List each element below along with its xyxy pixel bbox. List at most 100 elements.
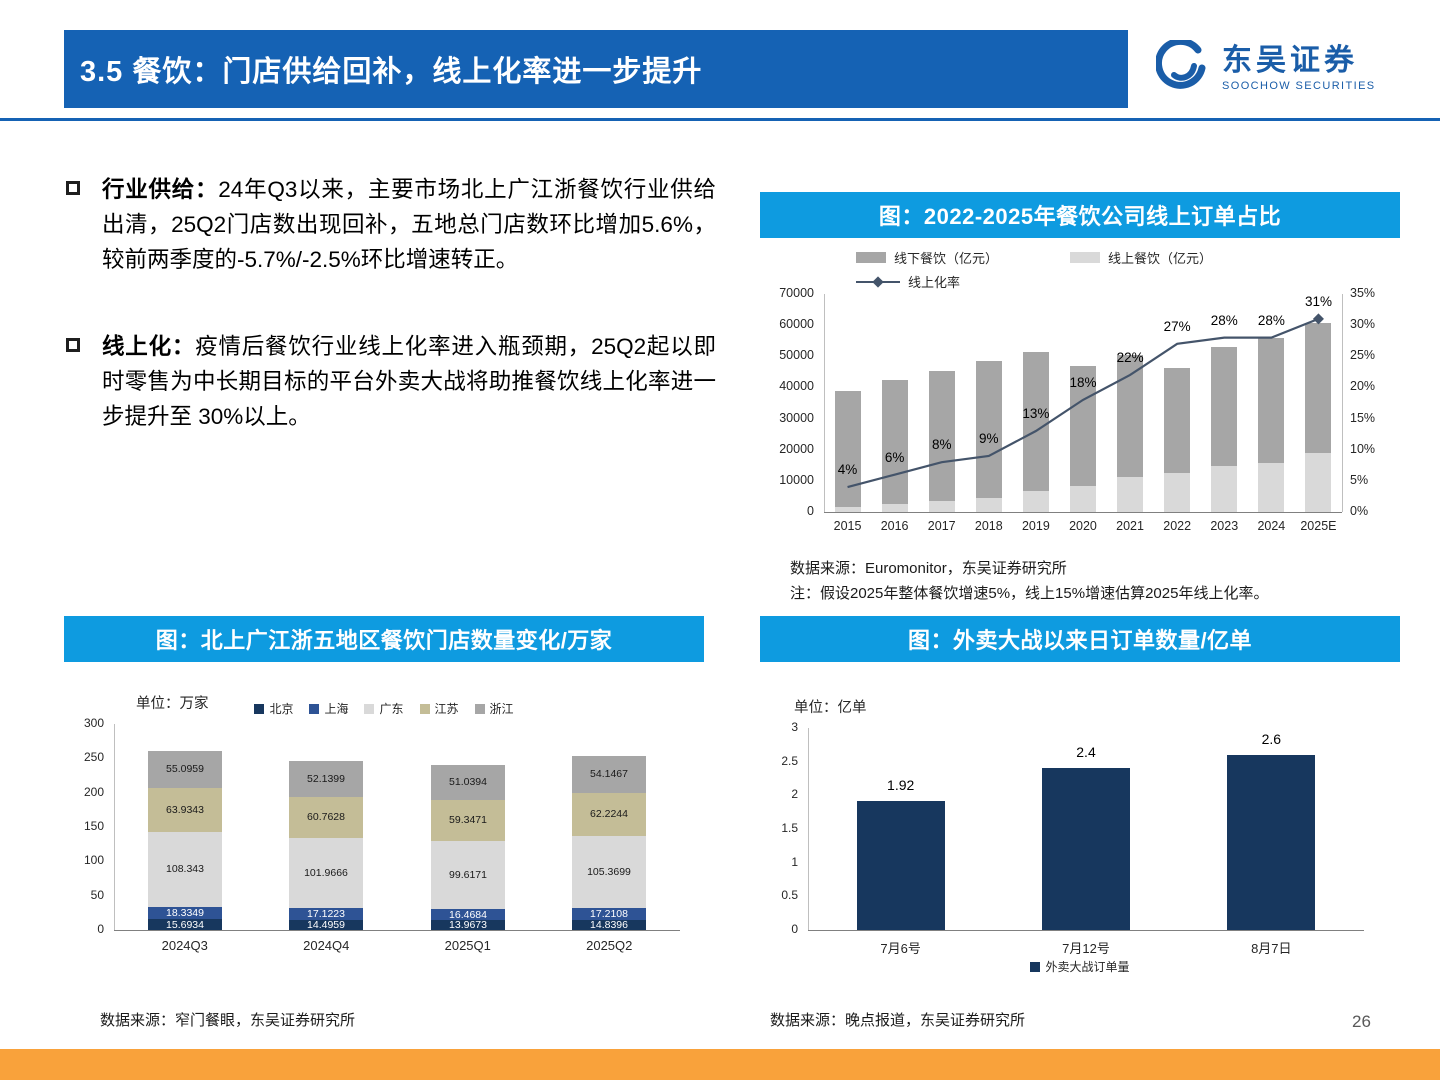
- y-axis-tick-label: 1.5: [781, 821, 798, 835]
- bar-value-label: 13.9673: [449, 919, 487, 932]
- bar-segment-offline: [976, 361, 1002, 499]
- chart-store-count-source: 数据来源：窄门餐眼，东吴证券研究所: [100, 1012, 356, 1029]
- bullet-label: 线上化：: [102, 334, 196, 359]
- legend-item: 北京: [254, 700, 293, 717]
- y2-axis-tick-label: 10%: [1350, 441, 1376, 456]
- bullet-body: 24年Q3以来，主要市场北上广江浙餐饮行业供给出清，25Q2门店数出现回补，五地…: [102, 177, 716, 272]
- x-axis-line: [824, 512, 1342, 513]
- legend-item: 上海: [309, 700, 348, 717]
- bar-segment-online: [1117, 477, 1143, 512]
- y-axis-tick-label: 150: [83, 819, 104, 833]
- bar-segment-online: [882, 504, 908, 512]
- x-axis-tick-label: 2021: [1116, 519, 1144, 533]
- legend-item: 浙江: [474, 700, 514, 717]
- bullet-list: 行业供给：24年Q3以来，主要市场北上广江浙餐饮行业供给出清，25Q2门店数出现…: [66, 172, 716, 486]
- y2-axis-tick-label: 30%: [1350, 317, 1376, 332]
- y2-axis-tick-label: 35%: [1350, 286, 1376, 300]
- bullet-text-online: 线上化：疫情后餐饮行业线上化率进入瓶颈期，25Q2起以即时零售为中长期目标的平台…: [102, 329, 716, 434]
- bar-segment-online: [1258, 463, 1284, 512]
- x-axis-tick-label: 2024: [1257, 519, 1286, 533]
- legend-swatch-icon: [364, 703, 375, 714]
- legend-row: 线下餐饮（亿元） 线上餐饮（亿元）: [856, 248, 1316, 267]
- chart-store-count-legend: 北京 上海 广东 江苏 浙江: [64, 700, 704, 717]
- brand-logo-icon: [1156, 40, 1206, 89]
- bar-value-label: 1.92: [887, 776, 915, 793]
- y2-axis-tick-label: 0%: [1350, 504, 1369, 518]
- x-axis-tick-label: 2015: [833, 519, 862, 533]
- y-axis-line: [824, 294, 825, 512]
- x-axis-tick-label: 2025Q1: [444, 938, 491, 953]
- rate-data-label: 4%: [837, 462, 858, 478]
- rate-data-label: 31%: [1304, 293, 1332, 309]
- bar-segment-jiangsu: [289, 796, 363, 839]
- y-axis-tick-label: 10000: [779, 472, 814, 487]
- rate-data-label: 28%: [1257, 312, 1285, 328]
- bar-value-label: 101.9666: [304, 867, 348, 880]
- note-text: 注：假设2025年整体餐饮增速5%，线上15%增速估算2025年线上化率。: [790, 585, 1269, 602]
- legend-swatch-icon: [856, 275, 900, 288]
- bar-segment-online: [1305, 453, 1331, 512]
- legend-swatch-icon: [1070, 252, 1101, 263]
- bar-segment-guangdong: [572, 835, 646, 908]
- bar-value-label: 59.3471: [449, 814, 487, 827]
- x-axis-tick-label: 7月12号: [1062, 941, 1110, 956]
- y-axis-tick-label: 60000: [779, 317, 814, 332]
- y-axis-tick-label: 3: [791, 720, 798, 734]
- rate-data-label: 18%: [1069, 374, 1097, 390]
- bar-segment-online: [1070, 485, 1096, 512]
- bar-value-label: 105.3699: [587, 865, 631, 878]
- y-axis-tick-label: 100: [83, 853, 104, 868]
- legend-label: 浙江: [489, 702, 514, 716]
- page-number: 26: [1352, 1012, 1371, 1031]
- bar-segment-online: [929, 500, 955, 512]
- y-axis-tick-label: 30000: [779, 410, 814, 425]
- bar-value-label: 17.2108: [590, 907, 628, 920]
- bar-value-label: 14.4959: [307, 919, 345, 932]
- y-axis-tick-label: 40000: [779, 379, 814, 394]
- bar-value-label: 99.6171: [449, 868, 487, 881]
- bar-value-label: 54.1467: [590, 768, 628, 781]
- x-axis-tick-label: 2018: [974, 519, 1003, 533]
- header-bar: 3.5 餐饮：门店供给回补，线上化率进一步提升: [64, 30, 1128, 108]
- y-axis-tick-label: 0.5: [781, 888, 798, 903]
- bar-segment-zhejiang: [148, 750, 222, 789]
- bar-value-label: 62.2244: [590, 808, 628, 821]
- bar-segment-zhejiang: [572, 755, 646, 793]
- bar-segment-offline: [1305, 322, 1331, 454]
- unit-label: 单位：亿单: [794, 700, 867, 716]
- y2-axis-tick-label: 20%: [1350, 379, 1376, 394]
- bullet-item-supply: 行业供给：24年Q3以来，主要市场北上广江浙餐饮行业供给出清，25Q2门店数出现…: [66, 172, 716, 277]
- bar-segment-beijing: [289, 920, 363, 930]
- checkbox-bullet-icon: [66, 338, 80, 352]
- bar-segment-guangdong: [431, 840, 505, 910]
- legend-item: 线上餐饮（亿元）: [1070, 248, 1212, 267]
- bar-value-label: 18.3349: [166, 906, 204, 919]
- bullet-label: 行业供给：: [102, 177, 219, 202]
- legend-label: 外卖大战订单量: [1045, 960, 1130, 974]
- bar-segment-beijing: [572, 919, 646, 930]
- y-axis-tick-label: 2.5: [781, 753, 798, 768]
- bar-value-label: 108.343: [166, 863, 204, 876]
- y-axis-tick-label: 2: [791, 787, 798, 802]
- rate-data-label: 28%: [1210, 312, 1238, 328]
- x-axis-tick-label: 2022: [1163, 519, 1192, 533]
- x-axis-tick-label: 2024Q3: [161, 938, 208, 953]
- legend-item: 线下餐饮（亿元）: [856, 248, 998, 267]
- brand-name-en: SOOCHOW SECURITIES: [1222, 80, 1376, 92]
- online-rate-line: [847, 313, 1324, 489]
- legend-swatch-icon: [856, 252, 886, 263]
- bar-value-label: 52.1399: [307, 772, 345, 785]
- rate-data-label: 13%: [1022, 406, 1050, 422]
- y-axis-line: [114, 724, 115, 930]
- bar-segment-beijing: [431, 920, 505, 930]
- source-text: 数据来源：Euromonitor，东吴证券研究所: [790, 560, 1067, 577]
- y-axis-tick-label: 50000: [779, 348, 814, 363]
- legend-label: 线上化率: [908, 275, 961, 290]
- bar-segment-jiangsu: [572, 792, 646, 836]
- panel-store-count: 图：北上广江浙五地区餐饮门店数量变化/万家 单位：万家 北京 上海 广东 江苏 浙江 0…: [64, 616, 704, 1044]
- bullet-item-online: 线上化：疫情后餐饮行业线上化率进入瓶颈期，25Q2起以即时零售为中长期目标的平台…: [66, 329, 716, 434]
- y2-axis-tick-label: 5%: [1350, 472, 1369, 487]
- panel-daily-orders: 图：外卖大战以来日订单数量/亿单 单位：亿单 0 0.5 1 1.5 2 2.5 3 1.92…: [760, 616, 1400, 1044]
- legend-item: 外卖大战订单量: [1030, 958, 1130, 975]
- bar-value-label: 2.4: [1076, 744, 1096, 761]
